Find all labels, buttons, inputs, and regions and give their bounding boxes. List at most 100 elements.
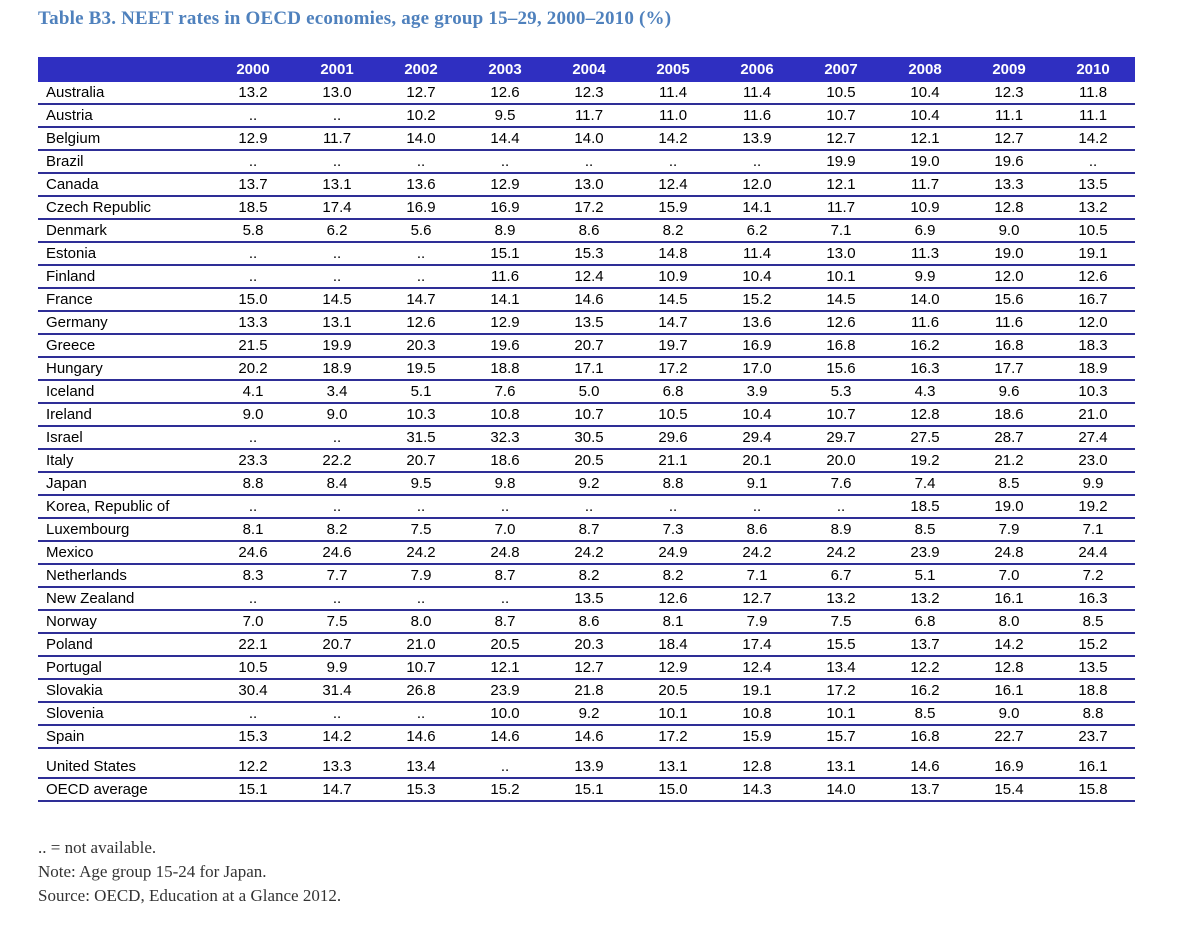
table-row: Estonia...... 15.1 15.3 14.8 11.4 13.0 11.3 19.… [38,243,1135,266]
value-cell: 10.2 [406,107,436,124]
value-cell: .. [416,268,426,285]
value-cell: 6.2 [326,222,348,239]
value-cell: 15.1 [574,781,604,798]
value-cell: 10.0 [490,705,520,722]
value-cell: 12.4 [658,176,688,193]
value-cell: 11.7 [826,199,856,216]
table-row: Czech Republic 18.5 17.4 16.9 16.9 17.2 15.9 14… [38,197,1135,220]
value-cell: 5.8 [242,222,264,239]
value-cell: .. [332,107,342,124]
value-cell: 7.9 [746,613,768,630]
table-row: Austria.... 10.2 9.5 11.7 11.0 11.6 10.7 10.4 11… [38,105,1135,128]
value-cell: 18.8 [1078,682,1108,699]
value-cell: 9.9 [1082,475,1104,492]
value-cell: 16.2 [910,337,940,354]
value-cell: 9.0 [998,705,1020,722]
value-cell: 13.7 [910,781,940,798]
country-cell: Spain [46,728,85,745]
table-row: Germany 13.3 13.1 12.6 12.9 13.5 14.7 13.6 12.6 1… [38,312,1135,335]
table-body: Australia 13.2 13.0 12.7 12.6 12.3 11.4 11.4 10.… [38,82,1135,749]
table-row: Slovakia 30.4 31.4 26.8 23.9 21.8 20.5 19.1 17.2… [38,680,1135,703]
country-cell: Norway [46,613,97,630]
value-cell: 23.9 [910,544,940,561]
value-cell: 31.5 [406,429,436,446]
country-cell: Poland [46,636,93,653]
value-cell: 23.9 [490,682,520,699]
country-cell: France [46,291,93,308]
value-cell: 13.2 [826,590,856,607]
value-cell: .. [248,153,258,170]
country-cell: Australia [46,84,105,101]
value-cell: 10.5 [658,406,688,423]
value-cell: 24.4 [1078,544,1108,561]
value-cell: 20.3 [574,636,604,653]
value-cell: 21.2 [994,452,1024,469]
value-cell: 6.8 [914,613,936,630]
value-cell: 16.8 [994,337,1024,354]
value-cell: 14.1 [490,291,520,308]
value-cell: 8.8 [1082,705,1104,722]
value-cell: 11.7 [910,176,940,193]
value-cell: 16.1 [994,590,1024,607]
value-cell: 12.0 [994,268,1024,285]
value-cell: 13.4 [406,758,436,775]
value-cell: 15.1 [238,781,268,798]
value-cell: 12.4 [742,659,772,676]
value-cell: 13.7 [910,636,940,653]
neet-rates-table: 2000 2001 2002 2003 2004 2005 2006 2007 2008 2009… [38,57,1135,802]
value-cell: 13.7 [238,176,268,193]
value-cell: 7.6 [494,383,516,400]
value-cell: 18.8 [490,360,520,377]
value-cell: 24.2 [742,544,772,561]
value-cell: 14.6 [574,728,604,745]
value-cell: 12.3 [574,84,604,101]
value-cell: 6.9 [914,222,936,239]
table-row: Israel.... 31.5 32.3 30.5 29.6 29.4 29.7 27.5 28… [38,427,1135,450]
value-cell: 8.0 [410,613,432,630]
value-cell: .. [584,498,594,515]
value-cell: 8.7 [494,567,516,584]
value-cell: 24.8 [994,544,1024,561]
value-cell: 10.3 [1078,383,1108,400]
value-cell: 14.2 [1078,130,1108,147]
value-cell: 18.6 [994,406,1024,423]
value-cell: 12.9 [490,176,520,193]
value-cell: 19.1 [1078,245,1108,262]
value-cell: .. [332,705,342,722]
value-cell: 19.6 [490,337,520,354]
table-row: New Zealand........ 13.5 12.6 12.7 13.2 13.2 1… [38,588,1135,611]
table-row: Portugal 10.5 9.9 10.7 12.1 12.7 12.9 12.4 13.4 1… [38,657,1135,680]
value-cell: 8.9 [830,521,852,538]
value-cell: 7.1 [830,222,852,239]
value-cell: 3.9 [746,383,768,400]
value-cell: 15.9 [658,199,688,216]
value-cell: 24.8 [490,544,520,561]
value-cell: 15.3 [574,245,604,262]
value-cell: 10.7 [826,107,856,124]
value-cell: 15.1 [490,245,520,262]
value-cell: 15.9 [742,728,772,745]
value-cell: 17.1 [574,360,604,377]
year-column-header: 2005 [656,61,690,78]
value-cell: 12.8 [994,659,1024,676]
country-cell: Italy [46,452,74,469]
value-cell: 13.5 [1078,176,1108,193]
value-cell: 13.2 [238,84,268,101]
value-cell: 24.6 [238,544,268,561]
value-cell: 21.5 [238,337,268,354]
value-cell: 7.0 [494,521,516,538]
value-cell: 12.6 [826,314,856,331]
value-cell: 30.5 [574,429,604,446]
country-cell: Belgium [46,130,101,147]
value-cell: 10.1 [658,705,688,722]
value-cell: 12.7 [406,84,436,101]
value-cell: 14.8 [658,245,688,262]
value-cell: .. [836,498,846,515]
value-cell: 14.0 [574,130,604,147]
table-row: Canada 13.7 13.1 13.6 12.9 13.0 12.4 12.0 12.1 11… [38,174,1135,197]
value-cell: 8.8 [662,475,684,492]
value-cell: 12.6 [406,314,436,331]
value-cell: 26.8 [406,682,436,699]
value-cell: 9.8 [494,475,516,492]
value-cell: 21.8 [574,682,604,699]
